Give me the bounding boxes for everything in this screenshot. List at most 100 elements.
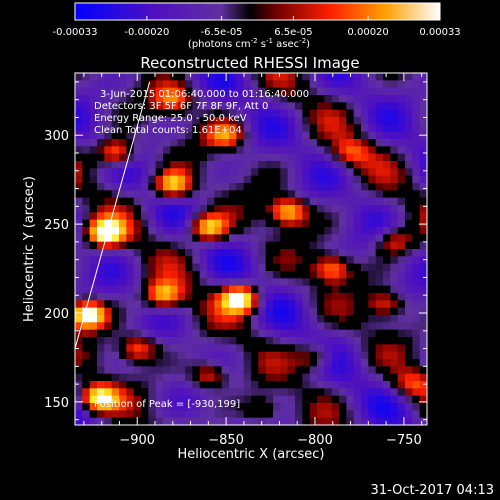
heatmap-cell: [104, 102, 113, 111]
time-range-label: 3-Jun-2015 01:06:40.000 to 01:16:40.000: [100, 89, 309, 100]
heatmap-cell: [177, 285, 186, 294]
heatmap-cell: [75, 315, 83, 323]
heatmap-cell: [324, 403, 333, 411]
heatmap-cell: [353, 234, 362, 243]
heatmap-cell: [236, 307, 245, 316]
heatmap-cell: [287, 161, 296, 169]
heatmap-cell: [185, 168, 193, 177]
heatmap-cell: [346, 322, 355, 331]
heatmap-cell: [317, 410, 325, 419]
heatmap-cell: [111, 417, 120, 425]
heatmap-cell: [89, 410, 98, 419]
heatmap-cell: [383, 278, 391, 287]
heatmap-cell: [317, 87, 325, 96]
heatmap-cell: [346, 329, 355, 338]
heatmap-cell: [207, 109, 215, 118]
heatmap-cell: [397, 146, 406, 155]
heatmap-cell: [265, 271, 274, 279]
heatmap-cell: [155, 300, 164, 309]
heatmap-cell: [214, 285, 223, 294]
heatmap-cell: [221, 241, 230, 250]
heatmap-cell: [170, 344, 179, 353]
heatmap-cell: [243, 256, 252, 265]
heatmap-cell: [133, 95, 142, 103]
heatmap-cell: [302, 278, 311, 287]
heatmap-cell: [199, 102, 208, 111]
heatmap-cell: [104, 366, 113, 375]
heatmap-cell: [133, 139, 142, 147]
heatmap-cell: [163, 190, 171, 199]
heatmap-cell: [390, 388, 399, 397]
heatmap-cell: [170, 102, 179, 111]
heatmap-cell: [265, 381, 274, 389]
heatmap-cell: [251, 161, 259, 169]
heatmap-cell: [375, 322, 384, 331]
heatmap-cell: [229, 205, 237, 213]
heatmap-cell: [236, 139, 245, 147]
heatmap-cell: [280, 87, 289, 96]
heatmap-cell: [419, 146, 427, 155]
heatmap-cell: [287, 256, 296, 265]
heatmap-cell: [89, 175, 98, 184]
heatmap-cell: [199, 131, 208, 140]
heatmap-cell: [412, 241, 421, 250]
heatmap-cell: [324, 285, 333, 294]
heatmap-cell: [163, 80, 171, 89]
heatmap-cell: [265, 102, 274, 111]
heatmap-cell: [221, 373, 230, 382]
heatmap-cell: [265, 153, 274, 162]
heatmap-cell: [199, 117, 208, 125]
heatmap-cell: [89, 183, 98, 191]
heatmap-cell: [273, 271, 281, 279]
heatmap-cell: [273, 366, 281, 375]
heatmap-cell: [82, 373, 91, 382]
y-tick-label: 300: [44, 129, 69, 144]
heatmap-cell: [141, 80, 149, 89]
heatmap-cell: [126, 124, 135, 133]
heatmap-cell: [192, 271, 201, 279]
heatmap-cell: [97, 131, 105, 140]
heatmap-cell: [192, 87, 201, 96]
heatmap-cell: [405, 117, 413, 125]
heatmap-cell: [273, 381, 281, 389]
heatmap-cell: [148, 175, 157, 184]
heatmap-cell: [192, 359, 201, 367]
heatmap-cell: [419, 73, 427, 81]
heatmap-cell: [148, 190, 157, 199]
heatmap-cell: [221, 146, 230, 155]
heatmap-cell: [265, 285, 274, 294]
heatmap-cell: [155, 109, 164, 118]
heatmap-cell: [82, 197, 91, 206]
heatmap-cell: [82, 410, 91, 419]
heatmap-cell: [375, 219, 384, 228]
heatmap-cell: [339, 373, 347, 382]
heatmap-cell: [243, 410, 252, 419]
heatmap-cell: [331, 95, 340, 103]
heatmap-cell: [155, 366, 164, 375]
heatmap-cell: [119, 417, 127, 425]
heatmap-cell: [229, 227, 237, 235]
heatmap-cell: [324, 300, 333, 309]
heatmap-cell: [383, 417, 391, 425]
heatmap-cell: [287, 197, 296, 206]
heatmap-cell: [141, 403, 149, 411]
heatmap-cell: [280, 417, 289, 425]
heatmap-cell: [192, 146, 201, 155]
heatmap-cell: [317, 183, 325, 191]
heatmap-cell: [353, 80, 362, 89]
heatmap-cell: [221, 95, 230, 103]
heatmap-cell: [236, 285, 245, 294]
heatmap-cell: [295, 241, 303, 250]
heatmap-cell: [273, 300, 281, 309]
heatmap-cell: [368, 109, 377, 118]
heatmap-cell: [207, 329, 215, 338]
heatmap-cell: [273, 219, 281, 228]
heatmap-cell: [375, 263, 384, 272]
heatmap-cell: [368, 197, 377, 206]
heatmap-cell: [75, 256, 83, 265]
heatmap-cell: [258, 161, 267, 169]
heatmap-cell: [141, 344, 149, 353]
heatmap-cell: [368, 329, 377, 338]
heatmap-cell: [126, 161, 135, 169]
heatmap-cell: [141, 219, 149, 228]
